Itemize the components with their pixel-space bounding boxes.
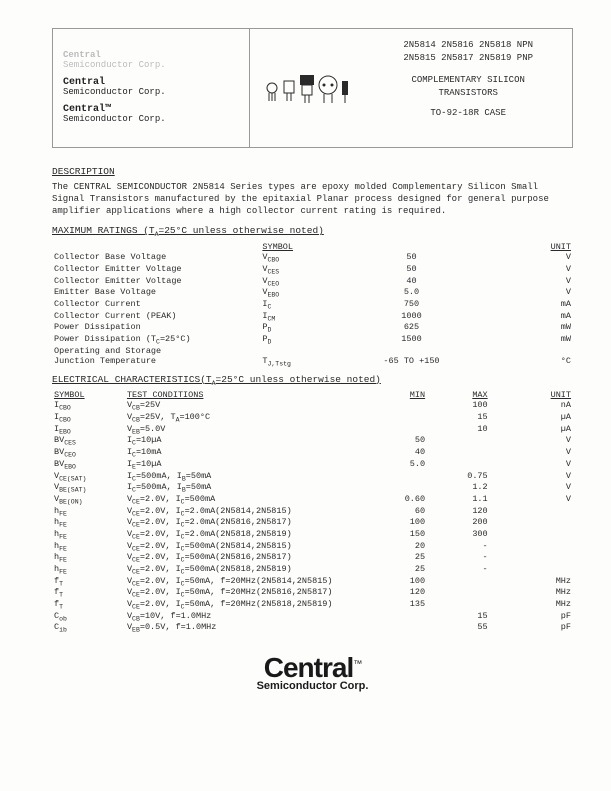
elec-table: SYMBOL TEST CONDITIONS MIN MAX UNIT ICBO… [52, 390, 573, 634]
parts-row-2: 2N5815 2N5817 2N5819 PNP [372, 52, 564, 65]
header-box: CentralSemiconductor Corp. CentralSemicon… [52, 28, 573, 148]
col-unit: UNIT [490, 242, 573, 252]
col-max: MAX [427, 390, 490, 400]
product-title-1: COMPLEMENTARY SILICON [372, 74, 564, 87]
table-row: Collector Emitter VoltageVCES50V [52, 264, 573, 276]
col-min: MIN [375, 390, 427, 400]
col-symbol: SYMBOL [260, 242, 333, 252]
table-row: fTVCE=2.0V, IC=50mA, f=20MHz(2N5818,2N58… [52, 599, 573, 611]
table-row: VBE(ON)VCE=2.0V, IC=500mA0.601.1V [52, 494, 573, 506]
table-row: hFEVCE=2.0V, IC=2.0mA(2N5814,2N5815)6012… [52, 506, 573, 518]
table-row: Power Dissipation (TC=25°C)PD1500mW [52, 334, 573, 346]
table-row: Collector Current (PEAK)ICM1000mA [52, 311, 573, 323]
max-ratings-heading: MAXIMUM RATINGS (TA=25°C unless otherwis… [52, 225, 573, 238]
logo-line: CentralSemiconductor Corp. [63, 77, 239, 98]
table-row: Collector Base VoltageVCBO50V [52, 252, 573, 264]
transistor-packages-icon [262, 63, 352, 113]
table-row: hFEVCE=2.0V, IC=500mA(2N5814,2N5815)20- [52, 541, 573, 553]
logo-cell: CentralSemiconductor Corp. CentralSemicon… [53, 29, 250, 147]
table-row: hFEVCE=2.0V, IC=2.0mA(2N5816,2N5817)1002… [52, 517, 573, 529]
footer-logo: Central™ Semiconductor Corp. [52, 652, 573, 692]
product-title-2: TRANSISTORS [372, 87, 564, 100]
table-row: BVCESIC=10µA50V [52, 435, 573, 447]
description-heading: DESCRIPTION [52, 166, 573, 177]
col-unit2: UNIT [490, 390, 573, 400]
table-row: CibVEB=0.5V, f=1.0MHz55pF [52, 622, 573, 634]
table-row: ICBOVCB=25V, TA=100°C15µA [52, 412, 573, 424]
table-row: IEBOVEB=5.0V10µA [52, 424, 573, 436]
case-type: TO-92-18R CASE [372, 107, 564, 120]
table-row: Collector Emitter VoltageVCEO40V [52, 276, 573, 288]
parts-row-1: 2N5814 2N5816 2N5818 NPN [372, 39, 564, 52]
table-row: fTVCE=2.0V, IC=50mA, f=20MHz(2N5814,2N58… [52, 576, 573, 588]
col-cond: TEST CONDITIONS [125, 390, 375, 400]
max-ratings-table: SYMBOL UNIT Collector Base VoltageVCBO50… [52, 242, 573, 367]
col-sym: SYMBOL [52, 390, 125, 400]
table-row: hFEVCE=2.0V, IC=500mA(2N5816,2N5817)25- [52, 552, 573, 564]
table-row: hFEVCE=2.0V, IC=2.0mA(2N5818,2N5819)1503… [52, 529, 573, 541]
table-row: BVEBOIE=10µA5.0V [52, 459, 573, 471]
part-info: 2N5814 2N5816 2N5818 NPN 2N5815 2N5817 2… [364, 29, 572, 147]
table-row: BVCEOIC=10mA40V [52, 447, 573, 459]
package-icons [250, 29, 364, 147]
table-row: Collector CurrentIC750mA [52, 299, 573, 311]
table-row: VBE(SAT)IC=500mA, IB=50mA1.2V [52, 482, 573, 494]
table-row: Power DissipationPD625mW [52, 322, 573, 334]
table-row: VCE(SAT)IC=500mA, IB=50mA0.75V [52, 471, 573, 483]
logo-line: Central™Semiconductor Corp. [63, 104, 239, 125]
logo-line: CentralSemiconductor Corp. [63, 51, 239, 71]
table-row: ICBOVCB=25V100nA [52, 400, 573, 412]
table-row: hFEVCE=2.0V, IC=500mA(2N5818,2N5819)25- [52, 564, 573, 576]
table-row: fTVCE=2.0V, IC=50mA, f=20MHz(2N5816,2N58… [52, 587, 573, 599]
table-row: Emitter Base VoltageVEBO5.0V [52, 287, 573, 299]
table-row: CobVCB=10V, f=1.0MHz15pF [52, 611, 573, 623]
description-text: The CENTRAL SEMICONDUCTOR 2N5814 Series … [52, 181, 573, 217]
table-row: Operating and Storage [52, 346, 573, 356]
table-row: Junction TemperatureTJ,Tstg-65 TO +150°C [52, 356, 573, 368]
elec-heading: ELECTRICAL CHARACTERISTICS(TA=25°C unles… [52, 374, 573, 387]
